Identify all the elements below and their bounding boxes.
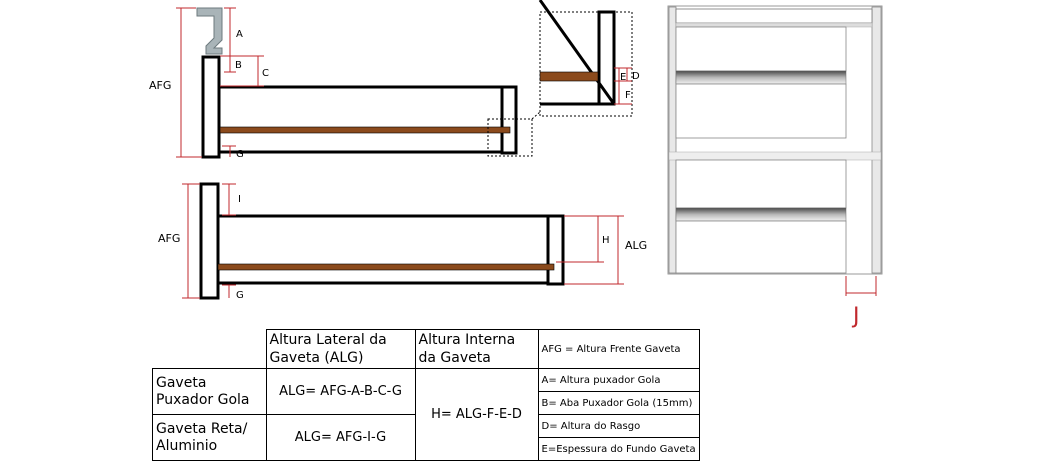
detail-view: E D F — [538, 0, 640, 117]
table-row: Gaveta Puxador Gola ALG= AFG-A-B-C-G H= … — [152, 368, 700, 461]
drawer-bottom-board — [219, 126, 511, 134]
label-i: I — [238, 194, 241, 205]
col-header-internal: Altura Interna da Gaveta — [414, 329, 539, 369]
label-f: F — [625, 90, 631, 101]
legend-item: B= Aba Puxador Gola (15mm) — [537, 391, 700, 415]
side-view-gola: AFG A B C G — [149, 7, 541, 160]
row-name-gola: Gaveta Puxador Gola — [152, 368, 267, 415]
label-afg-bottom: AFG — [158, 232, 180, 245]
alg-formula-reta: ALG= AFG-I-G — [265, 414, 416, 461]
row-name-reta: Gaveta Reta/ Aluminio — [152, 414, 267, 461]
formula-table: Altura Lateral da Gaveta (ALG) Altura In… — [152, 329, 700, 461]
alg-formula-gola: ALG= AFG-A-B-C-G — [265, 368, 416, 415]
table-row: Gaveta Reta/ Aluminio ALG= AFG-I-G D= Al… — [152, 414, 700, 461]
label-alg: ALG — [625, 239, 647, 252]
legend-item: AFG = Altura Frente Gaveta — [537, 329, 700, 369]
label-h: H — [602, 235, 610, 246]
drawer-back-panel-reta — [546, 214, 565, 286]
gola-profile — [196, 7, 223, 55]
label-j: J — [851, 304, 860, 329]
legend-item: E=Espessura do Fundo Gaveta — [537, 437, 700, 461]
drawer-front-panel — [201, 55, 221, 159]
label-b: B — [235, 60, 242, 71]
label-c: C — [262, 68, 269, 79]
label-g-bottom: G — [236, 290, 244, 301]
label-afg-top: AFG — [149, 79, 171, 92]
label-d: D — [632, 71, 640, 82]
label-g-top: G — [236, 149, 244, 160]
table-header-row: Altura Lateral da Gaveta (ALG) Altura In… — [152, 329, 700, 369]
detail-bottom-board — [539, 71, 599, 82]
drawer-back-panel — [500, 85, 518, 155]
legend-item: D= Altura do Rasgo — [537, 414, 700, 438]
legend-item: A= Altura puxador Gola — [537, 368, 700, 392]
label-e: E — [620, 72, 626, 83]
internal-height-formula: H= ALG-F-E-D — [414, 368, 539, 461]
side-view-reta: AFG I G H ALG — [158, 182, 647, 301]
label-a: A — [236, 29, 243, 40]
drawer-bottom-board-reta — [217, 263, 555, 271]
drawer-front-panel-reta — [199, 182, 220, 300]
cabinet-front-view: J — [667, 5, 883, 329]
gola-rail-top — [675, 70, 847, 85]
gola-rail-bottom — [675, 207, 847, 222]
col-header-alg: Altura Lateral da Gaveta (ALG) — [265, 329, 416, 369]
